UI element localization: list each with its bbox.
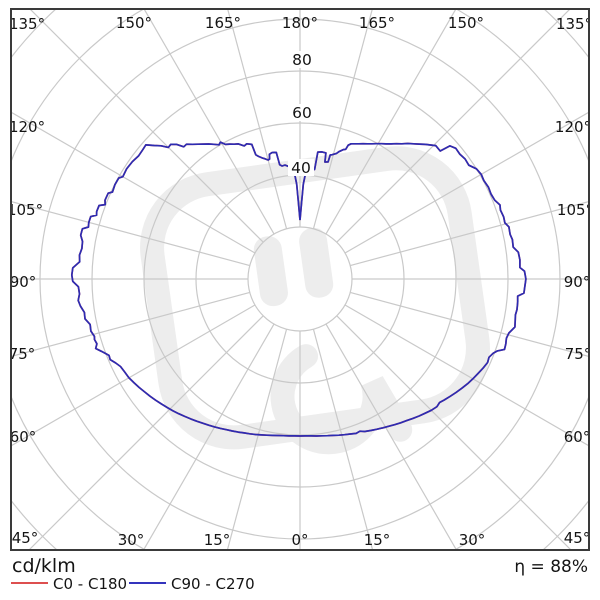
angle-label-11-60deg: 60° bbox=[10, 428, 36, 446]
angle-label-14-105deg: 105° bbox=[557, 201, 590, 219]
c90-c270-curve bbox=[70, 141, 527, 437]
legend: C0 - C180 C90 - C270 bbox=[0, 574, 600, 594]
angle-label-3-180deg: 180° bbox=[282, 14, 318, 32]
grid-spoke-15 bbox=[312, 329, 374, 551]
grid-spoke-135 bbox=[336, 8, 572, 243]
angle-label-2-165deg: 165° bbox=[205, 14, 241, 32]
grid-spoke-210 bbox=[142, 8, 275, 235]
c0-c180-legend-swatch bbox=[11, 582, 48, 584]
angle-label-17-60deg: 60° bbox=[564, 428, 590, 446]
grid-spoke-105 bbox=[350, 200, 590, 267]
ring-label-80: 80 bbox=[292, 51, 312, 69]
angle-label-9-90deg: 90° bbox=[10, 273, 36, 291]
angle-label-1-150deg: 150° bbox=[116, 14, 152, 32]
grid-spoke-330 bbox=[142, 323, 275, 551]
angle-labels: 135° 150° 165° 180° 165° 150° 135° 120° 105° 90° 7… bbox=[10, 14, 590, 549]
c0-c180-legend-label: C0 - C180 bbox=[53, 575, 128, 593]
angle-label-18-45deg: 45° bbox=[564, 529, 590, 547]
grid-spoke-75 bbox=[350, 291, 590, 358]
angle-label-12-45deg: 45° bbox=[12, 529, 39, 547]
angle-label-8-105deg: 105° bbox=[10, 201, 43, 219]
grid-spokes bbox=[10, 8, 590, 551]
logo-pin-left bbox=[253, 236, 288, 307]
ring-label-bg-40 bbox=[288, 159, 314, 176]
grid-spoke-165 bbox=[312, 8, 374, 229]
grid-spoke-60 bbox=[344, 304, 590, 448]
grid-spoke-255 bbox=[10, 200, 250, 267]
angle-label-22-15deg: 15° bbox=[364, 531, 391, 549]
logo-pin-right bbox=[299, 227, 334, 298]
angle-label-19-30deg: 30° bbox=[118, 531, 145, 549]
ring-value-labels: 40 60 80 bbox=[288, 51, 315, 177]
angle-label-15-90deg: 90° bbox=[564, 273, 590, 291]
polar-diagram: 40 60 80 135° 150° 165° 180° 165° 150° 135° 120° 1… bbox=[10, 8, 590, 551]
grid-spoke-345 bbox=[226, 329, 288, 551]
logo-outline bbox=[140, 146, 490, 450]
unit-label: cd/klm bbox=[12, 555, 76, 577]
grid-spoke-120 bbox=[344, 110, 590, 254]
ring-label-60: 60 bbox=[292, 104, 312, 122]
grid-spoke-195 bbox=[226, 8, 288, 229]
ring-label-bg-80 bbox=[289, 51, 315, 68]
angle-label-23-30deg: 30° bbox=[459, 531, 486, 549]
angle-label-10-75deg: 75° bbox=[10, 345, 35, 363]
angle-label-0-135deg: 135° bbox=[10, 15, 45, 33]
angle-label-6-135deg: 135° bbox=[556, 15, 590, 33]
ring-label-40: 40 bbox=[291, 159, 311, 177]
angle-label-20-15deg: 15° bbox=[204, 531, 231, 549]
grid-spoke-300 bbox=[10, 304, 256, 448]
c90-c270-legend-label: C90 - C270 bbox=[171, 575, 255, 593]
grid-spoke-240 bbox=[10, 110, 256, 254]
grid-spoke-30 bbox=[325, 323, 458, 551]
grid-spoke-285 bbox=[10, 291, 250, 358]
efficiency-value: η = 88% bbox=[514, 557, 588, 577]
c90-c270-legend-swatch bbox=[129, 582, 166, 584]
grid-spoke-45 bbox=[336, 315, 573, 551]
angle-label-13-120deg: 120° bbox=[555, 118, 590, 136]
angle-label-5-150deg: 150° bbox=[448, 14, 484, 32]
grid-spoke-315 bbox=[27, 315, 264, 551]
ring-label-bg-60 bbox=[289, 104, 315, 121]
chart-border bbox=[10, 8, 590, 551]
angle-label-7-120deg: 120° bbox=[10, 118, 45, 136]
grid-spoke-150 bbox=[325, 8, 458, 235]
angle-label-4-165deg: 165° bbox=[359, 14, 395, 32]
angle-label-21-0deg: 0° bbox=[291, 531, 308, 549]
angle-label-16-75deg: 75° bbox=[565, 345, 590, 363]
grid-spoke-225 bbox=[28, 8, 264, 243]
logo-tail bbox=[270, 344, 413, 455]
